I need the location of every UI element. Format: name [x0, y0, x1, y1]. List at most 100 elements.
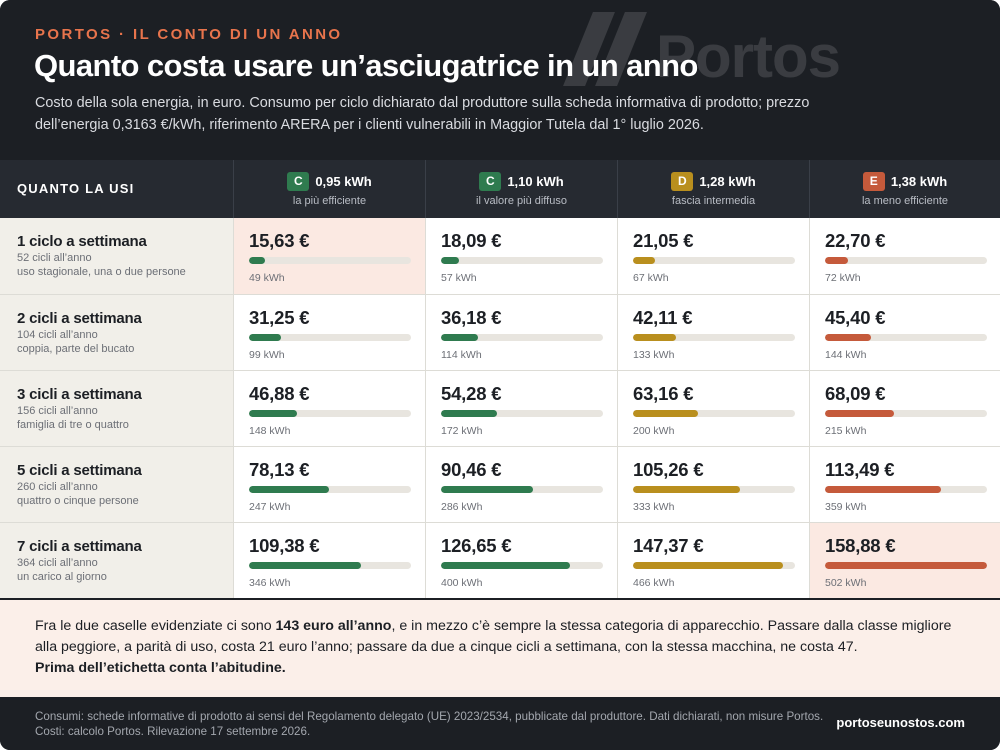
cost-cell: 147,37 € 466 kWh	[617, 523, 809, 598]
annual-cost: 54,28 €	[441, 383, 502, 404]
divider	[0, 598, 1000, 600]
consumption-bar-track	[441, 334, 603, 341]
column-header: C 0,95 kWh la più efficiente	[233, 160, 425, 218]
consumption-bar	[825, 562, 987, 569]
annual-cost: 15,63 €	[249, 230, 310, 251]
annual-cost: 68,09 €	[825, 383, 886, 404]
header: Portos Portos · il conto di un anno Quan…	[0, 0, 1000, 160]
consumption-bar-track	[441, 486, 603, 493]
consumption-bar	[249, 334, 281, 341]
row-label: 7 cicli a settimana 364 cicli all’anno un …	[0, 523, 233, 598]
consumption-bar-track	[633, 257, 795, 264]
cost-cell: 42,11 € 133 kWh	[617, 295, 809, 370]
consumption-bar	[633, 257, 655, 264]
annual-kwh-label: 215 kWh	[825, 425, 867, 437]
cycles-per-year: 52 cicli all’anno	[17, 252, 92, 264]
usage-frequency: 3 cicli a settimana	[17, 386, 142, 403]
cost-cell: 78,13 € 247 kWh	[233, 447, 425, 522]
consumption-bar	[441, 562, 570, 569]
consumption-bar-track	[249, 486, 411, 493]
annual-cost: 21,05 €	[633, 230, 694, 251]
consumption-bar-track	[825, 486, 987, 493]
energy-class-badge: C	[287, 172, 310, 191]
column-header-top: C 0,95 kWh	[234, 172, 425, 192]
cost-cell: 36,18 € 114 kWh	[425, 295, 617, 370]
consumption-bar	[249, 410, 297, 417]
annual-kwh-label: 359 kWh	[825, 501, 867, 513]
consumption-bar	[249, 486, 329, 493]
annual-cost: 31,25 €	[249, 307, 310, 328]
site-link[interactable]: portoseunostos.com	[836, 715, 965, 730]
cost-cell: 105,26 € 333 kWh	[617, 447, 809, 522]
cycles-per-year: 260 cicli all’anno	[17, 481, 98, 493]
annual-cost: 36,18 €	[441, 307, 502, 328]
column-header: C 1,10 kWh il valore più diffuso	[425, 160, 617, 218]
annual-kwh-label: 49 kWh	[249, 272, 285, 284]
annual-cost: 126,65 €	[441, 535, 512, 556]
household-note: quattro o cinque persone	[17, 495, 139, 507]
column-header: D 1,28 kWh fascia intermedia	[617, 160, 809, 218]
column-description: la più efficiente	[292, 195, 367, 207]
consumption-bar-track	[825, 334, 987, 341]
annual-cost: 109,38 €	[249, 535, 320, 556]
cost-cell: 54,28 € 172 kWh	[425, 371, 617, 446]
cycles-per-year: 104 cicli all’anno	[17, 329, 98, 341]
annual-kwh-label: 67 kWh	[633, 272, 669, 284]
cost-cell: 22,70 € 72 kWh	[809, 218, 1000, 294]
consumption-bar-track	[825, 257, 987, 264]
consumption-bar-track	[633, 334, 795, 341]
footer: Consumi: schede informative di prodotto …	[0, 697, 1000, 750]
consumption-bar-track	[633, 410, 795, 417]
note-text-part: Fra le due caselle evidenziate ci sono	[35, 618, 276, 634]
annual-kwh-label: 346 kWh	[249, 577, 291, 589]
column-description: fascia intermedia	[671, 195, 756, 207]
annual-cost: 22,70 €	[825, 230, 886, 251]
household-note: coppia, parte del bucato	[17, 343, 135, 355]
cost-cell: 126,65 € 400 kWh	[425, 523, 617, 598]
row-label: 1 ciclo a settimana 52 cicli all’anno uso …	[0, 218, 233, 294]
kwh-per-cycle: 0,95 kWh	[315, 174, 372, 189]
annual-kwh-label: 148 kWh	[249, 425, 291, 437]
column-header: E 1,38 kWh la meno efficiente	[809, 160, 1000, 218]
energy-class-badge: D	[671, 172, 694, 191]
source-note: Consumi: schede informative di prodotto …	[35, 710, 824, 738]
portos-watermark-logo: Portos	[548, 8, 888, 98]
consumption-bar	[441, 334, 478, 341]
takeaway-note: Fra le due caselle evidenziate ci sono 1…	[0, 600, 1000, 697]
annual-kwh-label: 133 kWh	[633, 349, 675, 361]
row-header-label: QUANTO LA USI	[17, 181, 135, 196]
cycles-per-year: 364 cicli all’anno	[17, 557, 98, 569]
consumption-bar	[633, 410, 698, 417]
consumption-bar	[441, 257, 459, 264]
column-description: il valore più diffuso	[476, 195, 567, 207]
note-conclusion: Prima dell’etichetta conta l’abitudine.	[35, 660, 286, 676]
consumption-bar-track	[441, 410, 603, 417]
annual-cost: 158,88 €	[825, 535, 896, 556]
logo-wordmark: Portos	[656, 23, 841, 90]
annual-kwh-label: 99 kWh	[249, 349, 285, 361]
annual-cost: 105,26 €	[633, 459, 704, 480]
consumption-bar	[249, 562, 361, 569]
row-label: 5 cicli a settimana 260 cicli all’anno qua…	[0, 447, 233, 522]
kwh-per-cycle: 1,10 kWh	[507, 174, 564, 189]
row-label: 2 cicli a settimana 104 cicli all’anno cop…	[0, 295, 233, 370]
consumption-bar	[633, 334, 676, 341]
table-row: 3 cicli a settimana 156 cicli all’anno fam…	[0, 370, 1000, 446]
note-text-part: , e in mezzo c’è sempre la stessa catego…	[35, 618, 952, 655]
column-description: la meno efficiente	[861, 195, 949, 207]
cost-cell: 46,88 € 148 kWh	[233, 371, 425, 446]
annual-kwh-label: 114 kWh	[441, 349, 482, 361]
cost-cell: 158,88 € 502 kWh	[809, 523, 1000, 598]
note-text: Fra le due caselle evidenziate ci sono 1…	[35, 616, 965, 679]
annual-kwh-label: 72 kWh	[825, 272, 861, 284]
annual-cost: 18,09 €	[441, 230, 502, 251]
cost-cell: 18,09 € 57 kWh	[425, 218, 617, 294]
annual-cost: 45,40 €	[825, 307, 886, 328]
consumption-bar	[441, 410, 497, 417]
consumption-bar-track	[249, 410, 411, 417]
row-label: 3 cicli a settimana 156 cicli all’anno fam…	[0, 371, 233, 446]
annual-kwh-label: 466 kWh	[633, 577, 675, 589]
cycles-per-year: 156 cicli all’anno	[17, 405, 98, 417]
annual-cost: 46,88 €	[249, 383, 310, 404]
